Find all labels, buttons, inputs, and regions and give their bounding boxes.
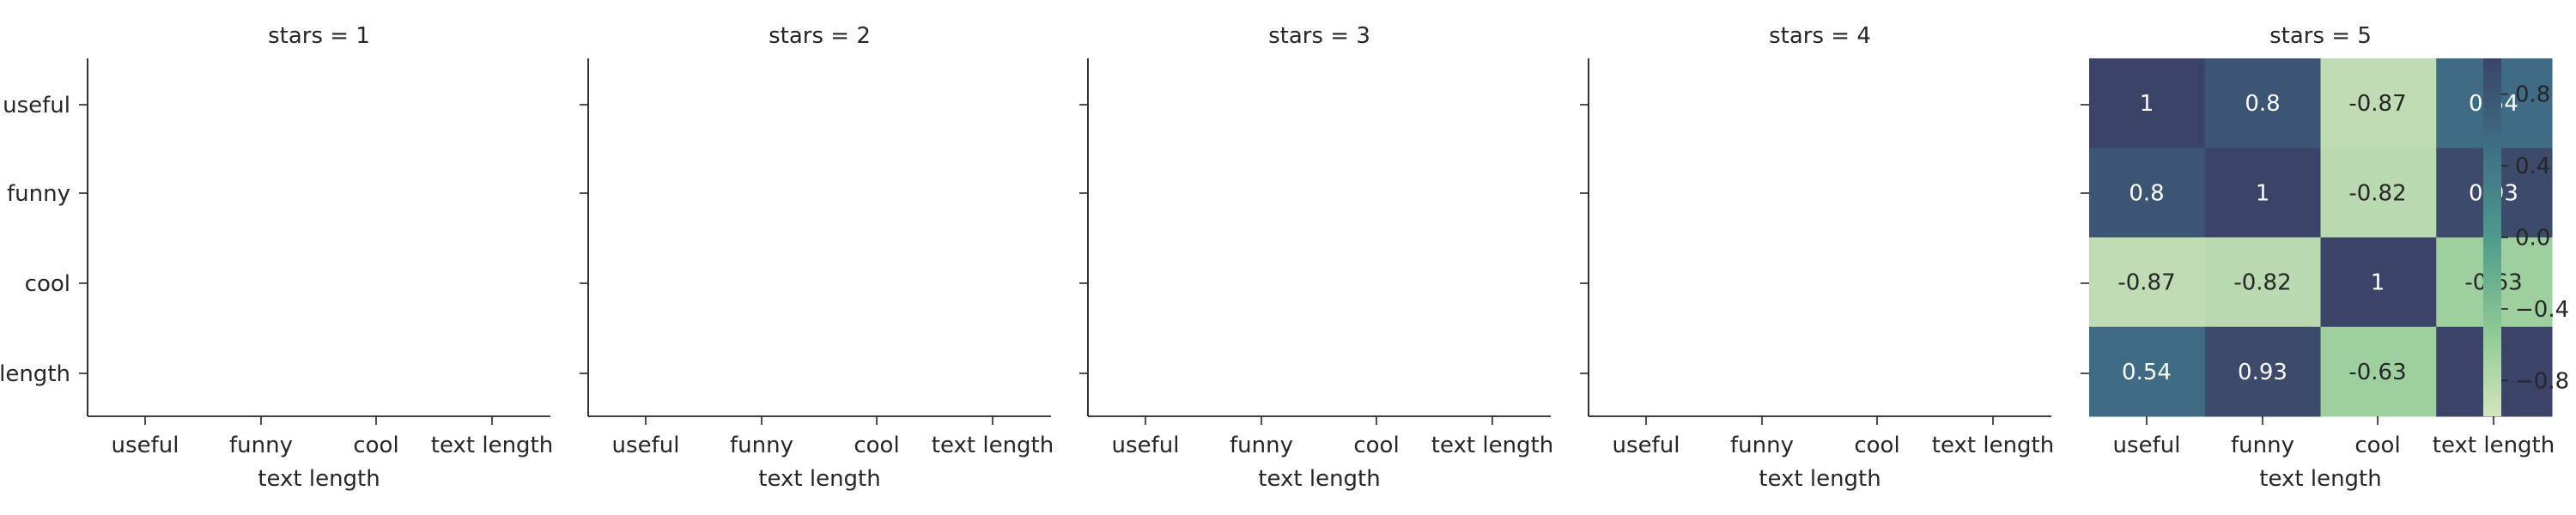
colorbar-gradient bbox=[2483, 58, 2501, 416]
x-tick-label: funny bbox=[1230, 433, 1293, 458]
heatmap-cell bbox=[2204, 237, 2321, 328]
x-axis-label: text length bbox=[1258, 466, 1380, 492]
panel-title: stars = 1 bbox=[268, 23, 370, 49]
heatmap-cell bbox=[2089, 326, 2206, 417]
colorbar-tick-label: 0.8 bbox=[2515, 82, 2550, 108]
cell-value-label: -0.87 bbox=[2348, 91, 2406, 117]
x-tick-label: text length bbox=[932, 433, 1054, 458]
x-tick-label: text length bbox=[1431, 433, 1553, 458]
heatmap-cell bbox=[2204, 148, 2321, 238]
colorbar: −0.8 −0.4 0.0 0.4 0.8 bbox=[2483, 58, 2569, 416]
x-tick-label: cool bbox=[2354, 433, 2400, 458]
x-tick-label: text length bbox=[2433, 433, 2555, 458]
x-tick-label: useful bbox=[1613, 433, 1680, 458]
cell-value-label: -0.87 bbox=[2117, 270, 2175, 296]
heatmap-cell bbox=[2320, 237, 2437, 328]
x-tick-label: useful bbox=[612, 433, 680, 458]
heatmap-cell bbox=[2089, 237, 2206, 328]
x-tick-label: funny bbox=[730, 433, 793, 458]
panel-title: stars = 2 bbox=[769, 23, 871, 49]
panel-title: stars = 5 bbox=[2269, 23, 2372, 49]
cell-value-label: 0.54 bbox=[2122, 360, 2172, 385]
x-axis-label: text length bbox=[2259, 466, 2381, 492]
y-tick-label: text length bbox=[0, 361, 70, 387]
x-tick-label: funny bbox=[1730, 433, 1794, 458]
cell-value-label: 1 bbox=[2140, 91, 2154, 117]
heatmap-cell bbox=[2089, 148, 2206, 238]
cell-value-label: 0.8 bbox=[2129, 180, 2164, 206]
x-tick-label: cool bbox=[1854, 433, 1899, 458]
heatmap-cell bbox=[2320, 326, 2437, 417]
x-tick-label: text length bbox=[1932, 433, 2054, 458]
y-tick-label: cool bbox=[25, 271, 70, 297]
cell-value-label: -0.82 bbox=[2233, 270, 2291, 296]
facet-panel-5: stars = 5 1 0.8 -0.87 0.54 0.8 1 -0.82 0.93 -0.87… bbox=[2081, 23, 2555, 492]
x-tick-label: cool bbox=[1353, 433, 1399, 458]
colorbar-tick-label: −0.8 bbox=[2515, 368, 2569, 394]
cell-value-label: -0.63 bbox=[2348, 360, 2406, 385]
heatmap-cell bbox=[2089, 58, 2206, 148]
x-tick-label: funny bbox=[2231, 433, 2294, 458]
x-tick-label: cool bbox=[854, 433, 899, 458]
cell-value-label: 0.8 bbox=[2245, 91, 2280, 117]
heatmap-cell bbox=[2320, 148, 2437, 238]
cell-value-label: -0.82 bbox=[2348, 180, 2406, 206]
facet-panel-4: stars = 4 useful funny cool text length text … bbox=[1580, 23, 2054, 492]
heatmap-cell bbox=[2320, 58, 2437, 148]
x-axis-label: text length bbox=[258, 466, 380, 492]
facet-panel-1: stars = 1 useful funny cool text length usefu… bbox=[0, 23, 553, 492]
panel-title: stars = 3 bbox=[1268, 23, 1370, 49]
panel-title: stars = 4 bbox=[1769, 23, 1871, 49]
x-axis-label: text length bbox=[758, 466, 880, 492]
colorbar-tick-label: 0.4 bbox=[2515, 154, 2550, 179]
x-tick-label: funny bbox=[229, 433, 293, 458]
facet-panel-2: stars = 2 useful funny cool text length text … bbox=[580, 23, 1054, 492]
facet-panels: stars = 1 useful funny cool text length usefu… bbox=[0, 23, 2555, 492]
colorbar-tick-label: 0.0 bbox=[2515, 226, 2550, 251]
heatmap-cell bbox=[2204, 58, 2321, 148]
colorbar-tick-label: −0.4 bbox=[2515, 297, 2569, 323]
x-tick-label: useful bbox=[1112, 433, 1180, 458]
y-tick-label: funny bbox=[7, 181, 70, 207]
facet-panel-3: stars = 3 useful funny cool text length text … bbox=[1079, 23, 1553, 492]
x-tick-label: useful bbox=[112, 433, 179, 458]
x-tick-label: text length bbox=[431, 433, 553, 458]
cell-value-label: 1 bbox=[2256, 180, 2270, 206]
cell-value-label: 0.93 bbox=[2238, 360, 2287, 385]
x-tick-label: useful bbox=[2113, 433, 2181, 458]
cell-value-label: 1 bbox=[2371, 270, 2385, 296]
heatmap-cell bbox=[2204, 326, 2321, 417]
x-tick-label: cool bbox=[353, 433, 398, 458]
y-tick-label: useful bbox=[3, 93, 70, 118]
x-axis-label: text length bbox=[1759, 466, 1880, 492]
